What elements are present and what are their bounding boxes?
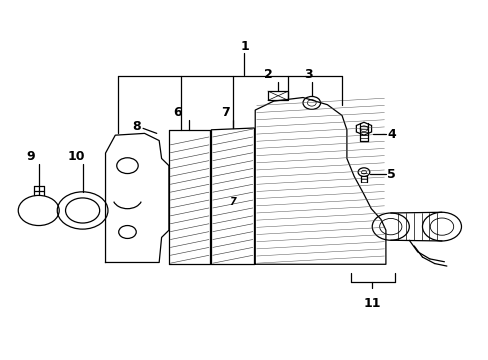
Text: 9: 9 [26,150,35,163]
Bar [267,91,288,100]
Text: 7: 7 [229,197,236,207]
Text: 10: 10 [67,150,85,163]
Text: 3: 3 [304,68,312,81]
Text: 8: 8 [132,121,141,134]
Text: 11: 11 [363,297,380,310]
Text: 5: 5 [386,168,395,181]
Text: 7: 7 [221,106,230,119]
Text: 4: 4 [386,127,395,141]
Text: 2: 2 [263,68,272,81]
Text: 1: 1 [240,40,248,53]
Text: 6: 6 [173,106,181,119]
